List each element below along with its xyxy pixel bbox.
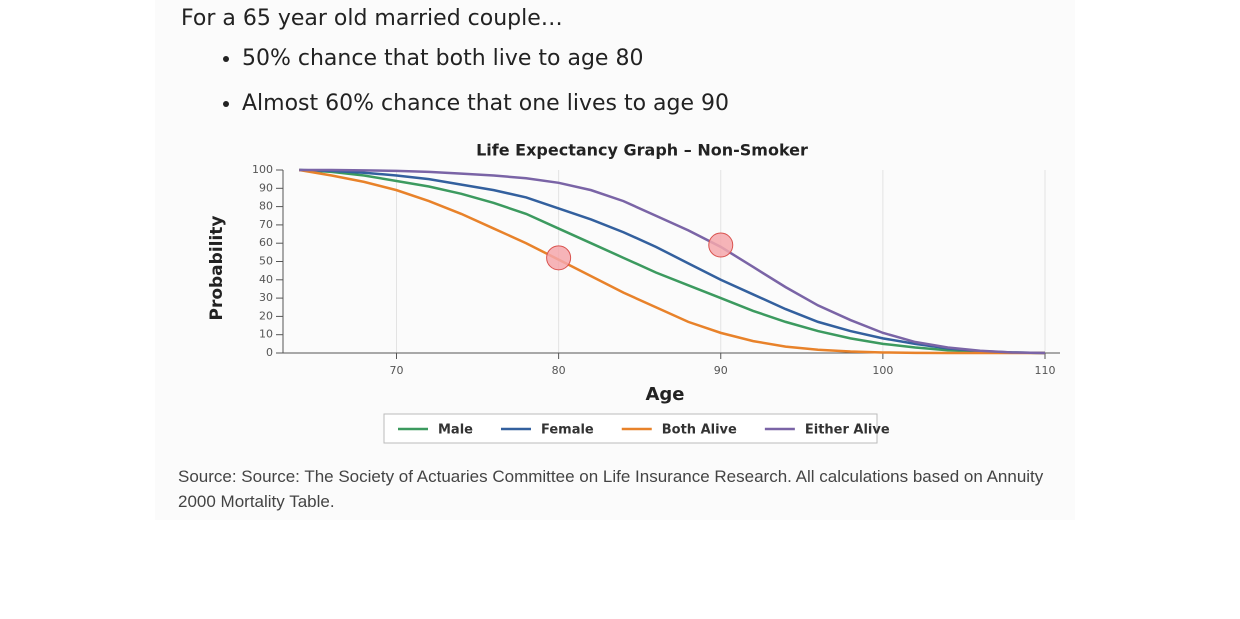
highlight-marker [546,245,572,271]
y-tick-label: 80 [259,200,273,213]
bullet: Almost 60% chance that one lives to age … [242,91,729,136]
y-axis-label: Probability [207,215,227,320]
y-tick-label: 70 [259,218,273,231]
y-tick-label: 30 [259,291,273,304]
y-tick-label: 40 [259,273,273,286]
chart-title: Life Expectancy Graph – Non-Smoker [476,141,808,160]
legend-label: Either Alive [805,423,890,438]
line-series [299,168,1045,355]
bullet-list: 50% chance that both live to age 80 Almo… [220,46,729,136]
legend-label: Female [541,423,594,438]
slide-title: For a 65 year old married couple… [181,6,563,31]
y-tick-label: 90 [259,181,273,194]
bullet: 50% chance that both live to age 80 [242,46,729,91]
y-tick-label: 60 [259,236,273,249]
highlight-marker [708,232,734,258]
x-tick-label: 80 [552,364,566,377]
line-series [299,168,1046,355]
line-series [299,168,1046,355]
x-tick-label: 110 [1035,364,1056,377]
line-series [299,168,1046,355]
y-tick-label: 50 [259,255,273,268]
x-tick-label: 100 [872,364,893,377]
y-tick-label: 10 [259,328,273,341]
y-tick-label: 20 [259,309,273,322]
x-tick-label: 70 [389,364,403,377]
x-tick-label: 90 [714,364,728,377]
legend-label: Both Alive [662,423,737,438]
y-tick-label: 100 [252,163,273,176]
x-axis-label: Age [645,384,684,405]
legend-label: Male [438,423,473,438]
source-note: Source: Source: The Society of Actuaries… [178,467,1044,511]
y-tick-label: 0 [266,346,273,359]
